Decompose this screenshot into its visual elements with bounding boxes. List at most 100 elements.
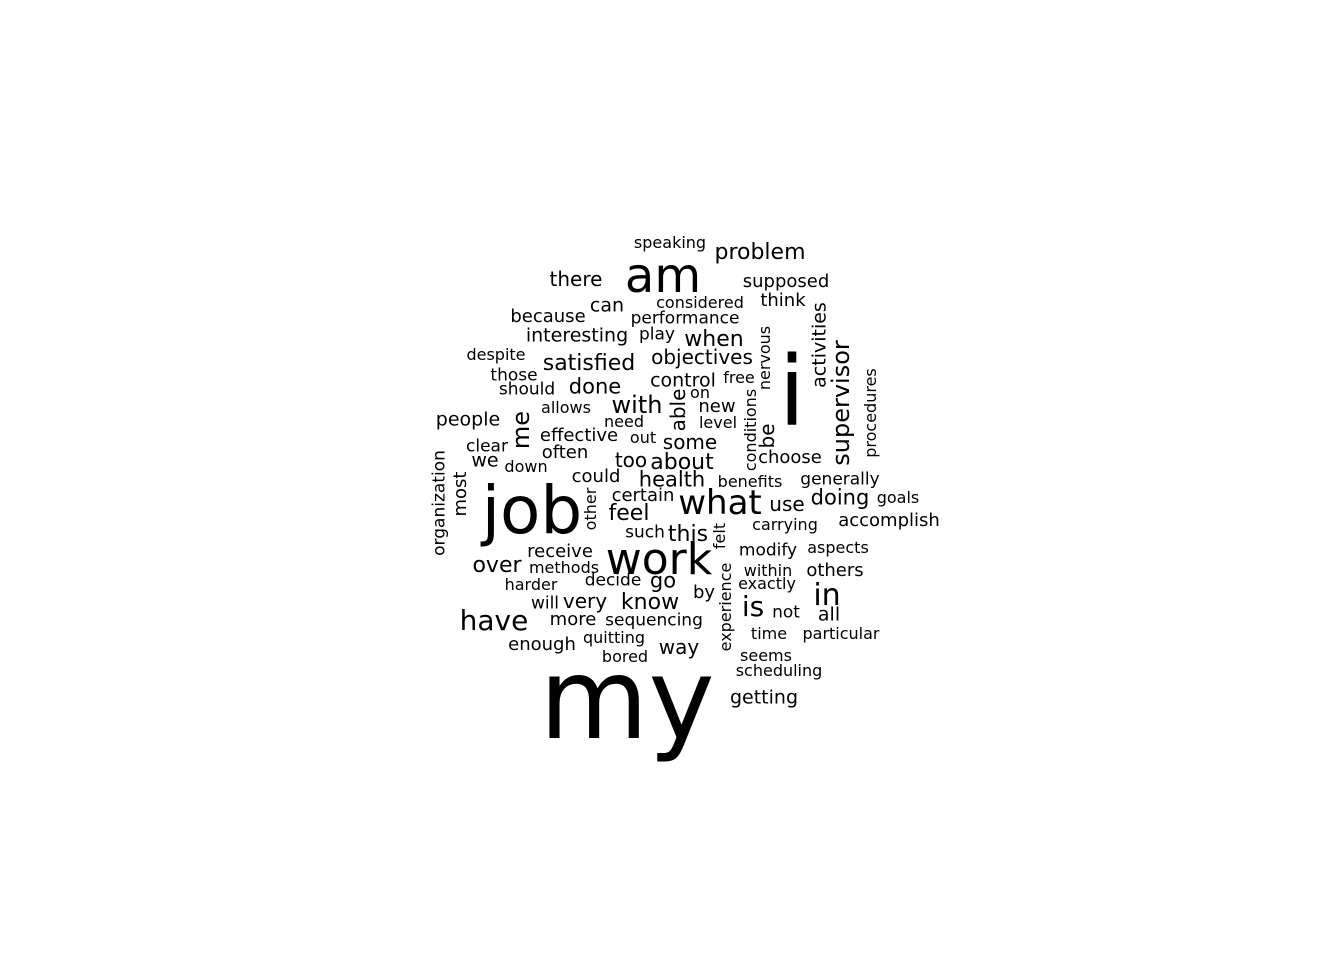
word-particular: particular [802,624,880,643]
word-receive: receive [527,541,593,562]
word-in: in [813,578,841,613]
word-need: need [604,412,644,431]
word-goals: goals [876,488,920,507]
word-should: should [498,379,556,400]
word-play: play [639,324,675,345]
word-think: think [760,290,806,311]
word-organization: organization [429,450,450,556]
word-modify: modify [738,540,798,561]
word-have: have [459,604,529,637]
word-other: other [581,487,600,531]
word-scheduling: scheduling [735,661,823,680]
word-what: what [678,483,762,523]
word-clear: clear [466,436,508,457]
word-benefits: benefits [717,472,783,491]
word-job: job [481,472,583,549]
word-free: free [723,368,755,387]
word-procedures: procedures [861,368,880,458]
word-experience: experience [716,562,735,652]
word-activities: activities [808,302,831,388]
word-use: use [769,492,805,516]
word-down: down [504,457,548,476]
word-aspects: aspects [807,538,869,557]
word-time: time [750,624,788,643]
word-people: people [435,408,501,431]
word-quitting: quitting [582,628,646,647]
word-supposed: supposed [742,271,830,292]
word-about: about [650,450,714,475]
word-done: done [568,374,622,399]
word-can: can [589,294,625,317]
word-this: this [667,522,709,547]
word-will: will [530,593,560,614]
word-such: such [625,522,665,543]
word-generally: generally [800,469,880,490]
word-nervous: nervous [755,325,774,391]
word-know: know [620,590,680,615]
word-could: could [571,466,621,487]
word-not: not [772,602,800,623]
word-felt: felt [710,522,729,550]
word-effective: effective [539,425,619,446]
word-sequencing: sequencing [605,610,703,631]
word-by: by [692,582,716,603]
word-too: too [614,448,648,472]
word-with: with [611,391,663,419]
word-choose: choose [758,447,822,468]
word-supervisor: supervisor [827,340,855,466]
word-enough: enough [508,634,576,655]
word-more: more [549,609,597,630]
word-objectives: objectives [651,345,753,369]
word-all: all [817,603,841,626]
word-out: out [629,428,657,447]
word-others: others [806,560,864,581]
word-speaking: speaking [633,233,707,252]
word-when: when [684,327,744,352]
word-be: be [755,423,779,449]
word-despite: despite [466,345,526,364]
word-certain: certain [611,485,675,506]
word-there: there [549,267,603,291]
word-level: level [698,413,738,432]
word-those: those [490,365,538,386]
word-methods: methods [528,558,600,577]
word-go: go [649,568,677,593]
word-problem: problem [714,240,806,265]
word-exactly: exactly [738,574,796,593]
word-conditions: conditions [741,388,760,472]
word-doing: doing [810,485,870,510]
word-new: new [698,396,736,417]
word-within: within [743,561,793,580]
word-bored: bored [601,647,649,666]
word-some: some [662,430,718,454]
word-seems: seems [740,646,792,665]
word-carrying: carrying [752,515,818,534]
word-satisfied: satisfied [542,351,636,376]
word-accomplish: accomplish [838,510,940,531]
word-able: able [666,388,690,432]
word-on: on [690,383,710,402]
word-me: me [507,410,535,450]
word-health: health [638,467,706,492]
word-harder: harder [504,575,558,594]
word-work: work [605,534,713,585]
word-we: we [471,449,499,472]
word-often: often [541,442,589,463]
word-feel: feel [608,501,650,526]
word-decide: decide [584,570,642,591]
word-way: way [658,635,700,659]
word-allows: allows [541,398,591,417]
word-considered: considered [656,293,744,312]
word-getting: getting [729,686,799,709]
word-most: most [450,471,471,517]
word-very: very [562,589,608,613]
word-interesting: interesting [525,324,629,347]
word-my: my [539,635,715,765]
word-over: over [472,553,522,578]
word-because: because [510,306,586,327]
word-is: is [741,590,765,623]
word-control: control [650,369,716,392]
word-performance: performance [630,308,740,329]
word-am: am [624,248,702,304]
